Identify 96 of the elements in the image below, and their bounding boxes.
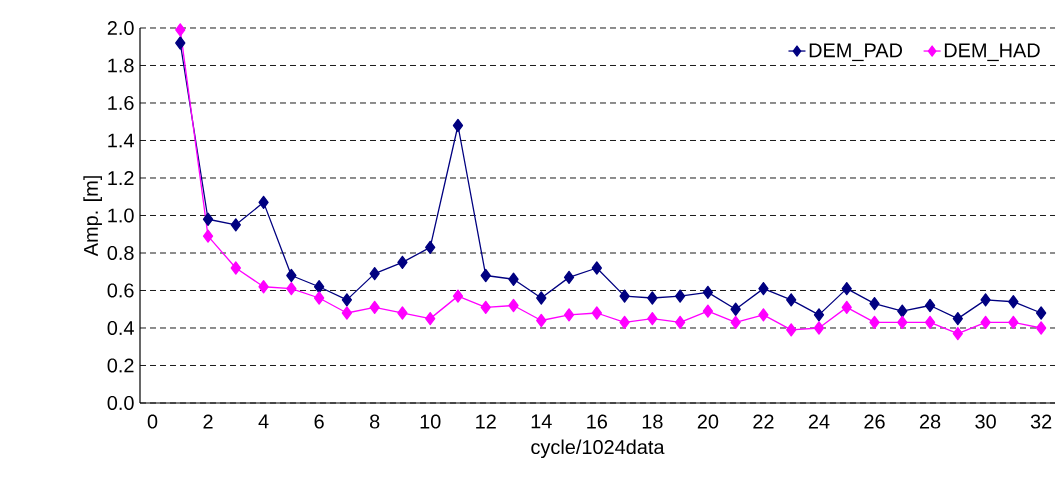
point [286,281,297,296]
y-tick-label: 0.6 [107,283,134,298]
point [536,313,547,328]
x-tick-label: 28 [919,414,941,429]
point [813,321,825,335]
y-tick-label: 1.6 [108,95,134,111]
point [869,296,880,311]
point [175,23,186,37]
point [480,300,491,315]
point [869,315,880,330]
y-tick-label: 2.0 [107,20,134,36]
point [924,298,936,313]
point [425,311,436,326]
point [313,291,325,305]
x-tick-label: 12 [476,414,496,429]
point [1035,306,1047,320]
point [591,306,602,320]
point [202,229,214,243]
point [702,304,714,318]
point [980,293,991,307]
point [1008,315,1019,330]
point [230,218,241,232]
y-tick-label: 1.4 [108,133,134,148]
legend-label: DEM_PAD [809,43,903,62]
point [452,289,464,303]
point [563,270,575,285]
point [397,306,408,320]
point [425,240,436,255]
point [980,315,991,330]
y-tick-label: 0.0 [107,395,134,411]
point [397,255,408,270]
x-tick-label: 6 [314,414,324,429]
point [786,323,797,337]
point [258,280,269,294]
point [619,315,630,330]
y-tick-label: 1.0 [108,208,134,223]
point [952,311,963,326]
x-tick-label: 4 [258,414,269,429]
point [1035,321,1047,335]
point [1008,295,1019,309]
x-tick-label: 26 [864,414,885,429]
x-tick-label: 18 [642,414,663,429]
y-tick-label: 0.8 [107,245,134,261]
point [230,261,241,275]
point [536,291,547,305]
y-tick-label: 0.4 [107,320,134,336]
x-tick-label: 8 [369,414,380,429]
point [702,285,714,300]
x-tick-label: 22 [753,414,774,429]
point [341,293,353,307]
x-tick-label: 10 [420,414,441,429]
point [452,118,464,133]
x-tick-label: 2 [203,414,213,429]
point [758,281,769,296]
point [924,315,936,330]
point [591,261,602,275]
point [175,36,186,50]
point [202,212,214,226]
point [730,315,741,330]
point [313,280,325,294]
point [841,300,852,315]
y-axis-title: Amp. [m] [83,176,102,257]
point [563,308,575,322]
point [369,300,380,315]
point [258,195,269,210]
point [647,311,658,326]
point [897,304,908,318]
x-tick-label: 32 [1030,414,1052,429]
point [508,298,519,313]
point [674,289,686,303]
point [730,302,741,316]
x-tick-label: 16 [587,414,608,429]
x-axis-title: cycle/1024data [531,439,665,459]
x-tick-label: 20 [697,414,719,429]
point [286,268,297,283]
point [508,272,519,286]
point [786,293,797,307]
point [480,268,491,283]
x-tick-label: 30 [975,414,996,429]
point [841,281,852,296]
legend-label: DEM_HAD [944,43,1040,62]
point [758,308,769,322]
point [952,326,963,341]
point [647,291,658,305]
y-tick-label: 1.8 [108,58,134,73]
point [813,308,825,322]
y-tick-label: 0.2 [107,358,134,373]
x-tick-label: 0 [147,414,158,429]
x-tick-label: 24 [808,414,830,429]
x-tick-label: 14 [531,414,552,429]
point [369,266,380,281]
point [674,315,686,330]
point [897,315,908,330]
point [619,289,630,303]
y-tick-label: 1.2 [108,171,134,185]
point [341,306,353,320]
